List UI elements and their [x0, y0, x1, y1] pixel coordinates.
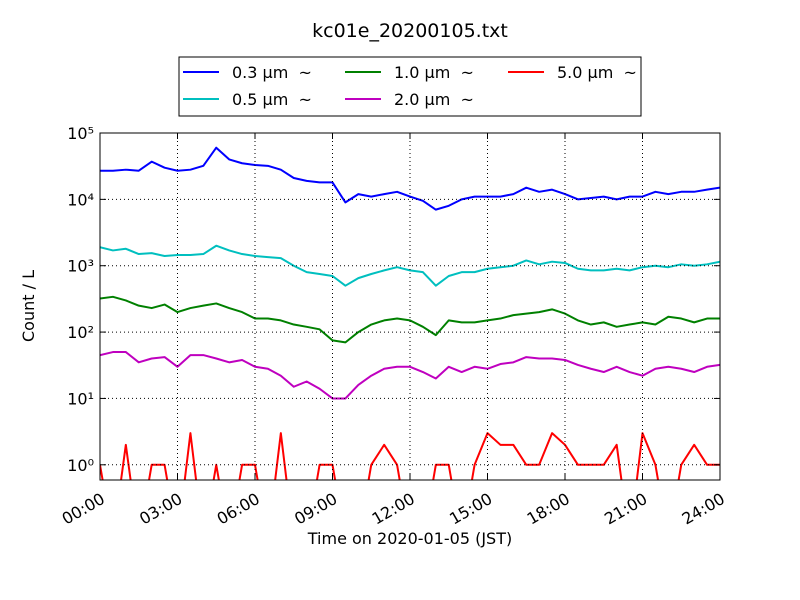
legend-label: 1.0 μm ~ [394, 63, 474, 82]
y-tick-label: 10⁴ [67, 190, 94, 209]
y-tick-label: 10¹ [67, 389, 94, 408]
y-tick-label: 10³ [67, 257, 94, 276]
legend-label: 2.0 μm ~ [394, 90, 474, 109]
data-line [100, 432, 720, 480]
chart-title: kc01e_20200105.txt [312, 20, 508, 42]
legend-label: 0.5 μm ~ [232, 90, 312, 109]
legend [178, 56, 642, 117]
data-line [100, 295, 720, 344]
y-axis-label: Count / L [19, 270, 38, 342]
legend-label: 0.3 μm ~ [232, 63, 312, 82]
legend-label: 5.0 μm ~ [557, 63, 637, 82]
x-axis-label: Time on 2020-01-05 (JST) [307, 529, 512, 548]
y-tick-label: 10⁵ [67, 124, 94, 143]
data-line [100, 351, 720, 400]
y-tick-label: 10² [67, 323, 94, 342]
y-tick-label: 10⁰ [67, 456, 94, 475]
data-line [100, 244, 720, 287]
